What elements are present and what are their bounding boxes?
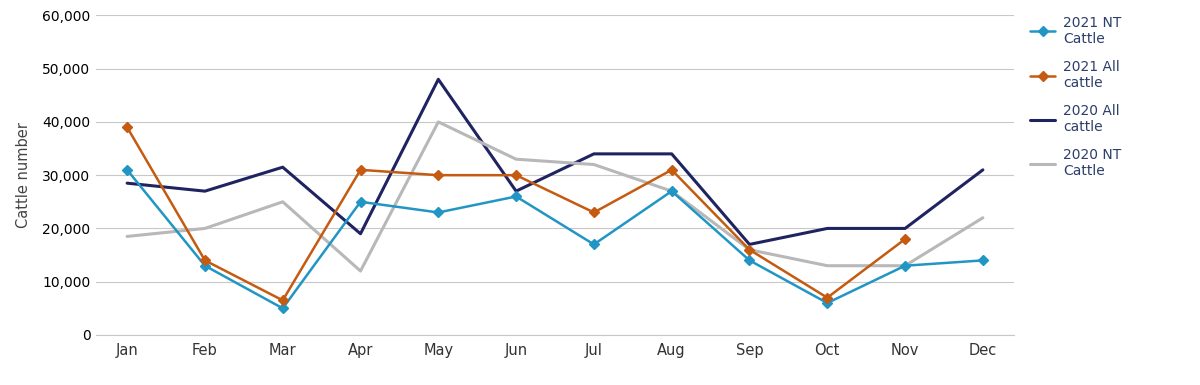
Line: 2021 NT
Cattle: 2021 NT Cattle xyxy=(124,166,986,312)
2020 All
cattle xyxy=(820,226,834,231)
2020 NT
Cattle xyxy=(431,120,445,124)
2020 All
cattle xyxy=(898,226,912,231)
2021 NT
Cattle xyxy=(587,242,601,247)
2021 All
cattle xyxy=(353,167,367,172)
2020 NT
Cattle xyxy=(743,248,757,252)
2021 NT
Cattle xyxy=(431,210,445,215)
2021 NT
Cattle xyxy=(820,301,834,305)
2021 All
cattle xyxy=(276,298,290,303)
2020 All
cattle xyxy=(276,165,290,169)
Legend: 2021 NT
Cattle, 2021 All
cattle, 2020 All
cattle, 2020 NT
Cattle: 2021 NT Cattle, 2021 All cattle, 2020 Al… xyxy=(1030,16,1122,178)
2020 NT
Cattle xyxy=(587,162,601,167)
2020 NT
Cattle xyxy=(509,157,523,162)
2020 All
cattle xyxy=(665,152,679,156)
Line: 2020 NT
Cattle: 2020 NT Cattle xyxy=(127,122,983,271)
2021 NT
Cattle xyxy=(665,189,679,194)
2020 NT
Cattle xyxy=(976,216,990,220)
2021 All
cattle xyxy=(120,125,134,129)
Line: 2021 All
cattle: 2021 All cattle xyxy=(124,124,908,304)
2021 NT
Cattle xyxy=(509,194,523,199)
2021 All
cattle xyxy=(587,210,601,215)
2020 All
cattle xyxy=(743,242,757,247)
2020 All
cattle xyxy=(431,77,445,82)
2021 NT
Cattle xyxy=(120,167,134,172)
2020 All
cattle xyxy=(353,231,367,236)
2021 All
cattle xyxy=(743,248,757,252)
2020 NT
Cattle xyxy=(820,263,834,268)
2020 All
cattle xyxy=(509,189,523,194)
2021 All
cattle xyxy=(665,167,679,172)
Line: 2020 All
cattle: 2020 All cattle xyxy=(127,79,983,244)
2020 NT
Cattle xyxy=(898,263,912,268)
2020 NT
Cattle xyxy=(353,269,367,273)
2020 All
cattle xyxy=(120,181,134,186)
2020 All
cattle xyxy=(976,167,990,172)
2020 NT
Cattle xyxy=(198,226,212,231)
2021 All
cattle xyxy=(198,258,212,263)
2020 NT
Cattle xyxy=(120,234,134,239)
2020 All
cattle xyxy=(587,152,601,156)
2020 All
cattle xyxy=(198,189,212,194)
2021 NT
Cattle xyxy=(276,306,290,311)
2021 All
cattle xyxy=(509,173,523,177)
2021 NT
Cattle xyxy=(353,199,367,204)
2021 NT
Cattle xyxy=(976,258,990,263)
Y-axis label: Cattle number: Cattle number xyxy=(16,122,31,228)
2021 NT
Cattle xyxy=(898,263,912,268)
2021 NT
Cattle xyxy=(743,258,757,263)
2020 NT
Cattle xyxy=(665,189,679,194)
2020 NT
Cattle xyxy=(276,199,290,204)
2021 All
cattle xyxy=(898,237,912,241)
2021 NT
Cattle xyxy=(198,263,212,268)
2021 All
cattle xyxy=(820,295,834,300)
2021 All
cattle xyxy=(431,173,445,177)
